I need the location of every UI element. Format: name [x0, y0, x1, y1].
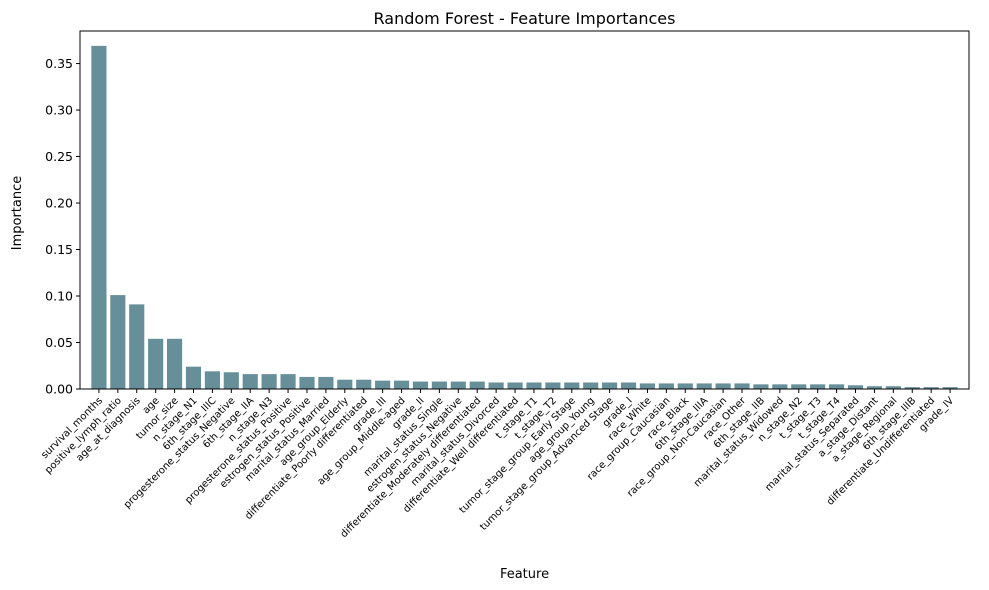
- bar-marital-status-separated: [847, 385, 864, 389]
- bar-grade-ii: [412, 381, 429, 389]
- y-axis-ticks: 0.00 0.05 0.10 0.15 0.20 0.25 0.30 0.35: [45, 56, 80, 397]
- bar-6th-stage-iib: [753, 384, 769, 389]
- y-tick-label: 0.05: [45, 335, 73, 350]
- bar-estrogen-status-positive: [299, 376, 315, 389]
- bar-differentiate-undifferentiated: [923, 387, 939, 389]
- bar-marital-status-married: [318, 376, 334, 389]
- bar-6th-stage-iiic: [204, 371, 220, 389]
- bar-6th-stage-iiia: [696, 383, 712, 389]
- bar-race-white: [639, 383, 656, 389]
- bar-t-stage-t3: [810, 384, 826, 389]
- x-tick-label: positive_lymph_ratio: [43, 395, 124, 476]
- bar-progesterone-status-negative: [223, 372, 239, 389]
- bar-group: [91, 45, 958, 389]
- bar-n-stage-n3: [261, 374, 277, 389]
- bar-t-stage-t2: [545, 382, 561, 389]
- bar-race-black: [677, 383, 693, 389]
- bar-tumor-size: [167, 338, 183, 389]
- y-tick-label: 0.25: [45, 149, 73, 164]
- y-tick-label: 0.15: [45, 242, 73, 257]
- y-tick-label: 0.30: [45, 103, 73, 118]
- x-axis-label: Feature: [500, 567, 549, 582]
- bar-marital-status-widowed: [772, 384, 788, 389]
- bar-progesterone-status-positive: [280, 374, 296, 389]
- bar-grade-iii: [375, 380, 391, 389]
- y-axis-label: Importance: [10, 176, 25, 251]
- bar-positive-lymph-ratio: [110, 295, 126, 389]
- bar-survival-months: [91, 45, 107, 389]
- x-axis-ticks: survival_monthspositive_lymph_ratioage_a…: [39, 389, 956, 540]
- bar-6th-stage-iia: [242, 374, 258, 389]
- bar-age-group-elderly: [337, 379, 353, 389]
- y-tick-label: 0.20: [45, 196, 73, 211]
- bar-age-at-diagnosis: [129, 304, 145, 389]
- chart-title: Random Forest - Feature Importances: [374, 9, 676, 28]
- y-tick-label: 0.10: [45, 289, 73, 304]
- bar-marital-status-divorced: [488, 382, 504, 389]
- bar-age-group-middle-aged: [393, 380, 410, 389]
- bar-a-stage-distant: [866, 386, 882, 389]
- bar-t-stage-t1: [526, 382, 542, 389]
- bar-tumor-stage-group-advanced-stage: [602, 382, 618, 389]
- y-tick-label: 0.00: [45, 382, 73, 397]
- bar-a-stage-regional: [885, 386, 901, 389]
- bar-race-group-non-caucasian: [715, 383, 731, 389]
- y-tick-label: 0.35: [45, 56, 73, 71]
- bar-age-group-young: [583, 382, 599, 389]
- bar-differentiate-moderately-differentiated: [469, 381, 485, 389]
- plot-area-frame: [79, 30, 970, 390]
- bar-tumor-stage-group-early-stage: [564, 382, 580, 389]
- bar-grade-i: [620, 382, 637, 389]
- bar-marital-status-single: [431, 381, 447, 389]
- bar-6th-stage-iiib: [904, 387, 920, 389]
- bar-estrogen-status-negative: [450, 381, 466, 389]
- bar-n-stage-n1: [185, 366, 202, 389]
- bar-grade-iv: [942, 387, 958, 389]
- bar-race-other: [734, 383, 750, 389]
- bar-age: [148, 338, 164, 389]
- bar-race-group-caucasian: [658, 383, 674, 389]
- bar-differentiate-poorly-differentiated: [356, 379, 372, 389]
- bar-t-stage-t4: [829, 384, 845, 389]
- bar-n-stage-n2: [791, 384, 807, 389]
- bar-differentiate-well-differentiated: [507, 382, 523, 389]
